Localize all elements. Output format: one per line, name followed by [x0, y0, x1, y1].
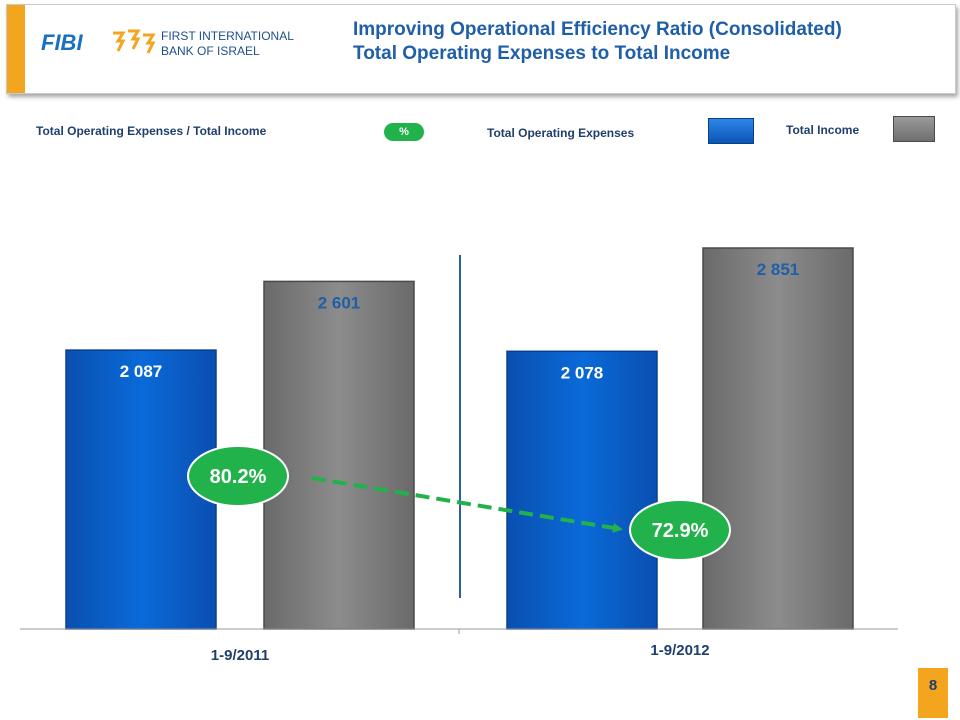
- page-number: 8: [918, 668, 948, 718]
- income-value-label-1: 2 851: [757, 260, 800, 279]
- income-bar-0: [263, 280, 415, 630]
- legend-expenses-label: Total Operating Expenses: [487, 126, 635, 140]
- slide-title-line2: Total Operating Expenses to Total Income: [353, 43, 731, 64]
- ratio-trend-arrow: [311, 476, 623, 533]
- expenses-bar-1: [506, 350, 658, 630]
- slide-title-line1: Improving Operational Efficiency Ratio (…: [353, 19, 842, 40]
- bank-name-line2: BANK OF ISRAEL: [161, 44, 260, 58]
- expenses-value-label-1: 2 078: [561, 363, 604, 382]
- legend-ratio-badge: %: [384, 123, 424, 141]
- category-label-1: 1-9/2012: [650, 642, 709, 659]
- bank-logo-mark-icon: [113, 29, 156, 54]
- bank-name-line1: FIRST INTERNATIONAL: [161, 29, 294, 43]
- ratio-bubble-1: [629, 499, 731, 561]
- expenses-value-label-0: 2 087: [120, 362, 163, 381]
- legend-ratio-label: Total Operating Expenses / Total Income: [36, 124, 267, 138]
- ratio-bubble-0: [187, 445, 289, 507]
- bank-logo: FIBI: [41, 30, 83, 55]
- income-bar-1: [702, 247, 854, 630]
- income-value-label-0: 2 601: [318, 293, 361, 312]
- ratio-value-label-0: 80.2%: [210, 466, 267, 488]
- slide-header: FIBI FIRST INTERNATIONAL BANK OF ISRAEL …: [6, 4, 956, 94]
- legend-income-label: Total Income: [786, 123, 860, 137]
- category-label-0: 1-9/2011: [211, 647, 269, 664]
- legend-expenses-swatch: [708, 118, 754, 144]
- header-accent-bar: [7, 5, 25, 93]
- legend-income-swatch: [893, 116, 935, 142]
- ratio-value-label-1: 72.9%: [652, 520, 709, 542]
